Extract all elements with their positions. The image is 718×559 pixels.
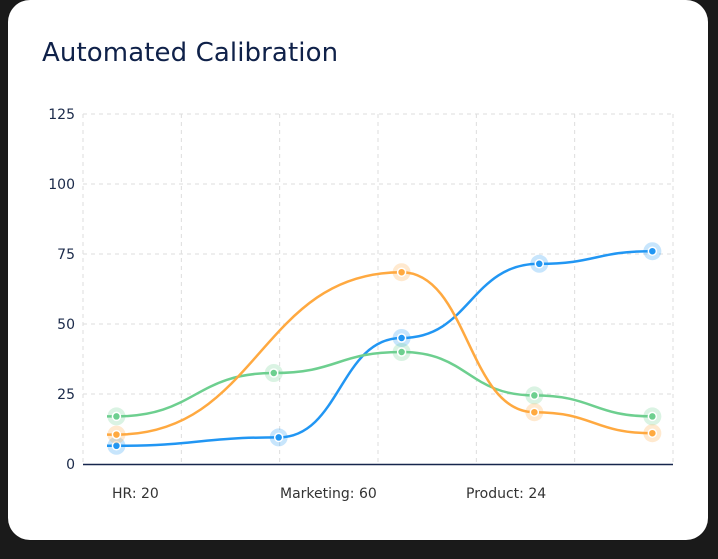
y-tick-label: 25 xyxy=(57,387,75,403)
series-lines xyxy=(107,249,653,448)
data-point[interactable] xyxy=(269,368,279,378)
y-tick-label: 75 xyxy=(57,247,75,263)
data-point[interactable] xyxy=(396,347,407,357)
chart-card: Automated Calibration xyxy=(8,0,708,540)
data-point[interactable] xyxy=(647,246,658,256)
data-point[interactable] xyxy=(534,259,545,269)
data-point[interactable] xyxy=(396,267,407,277)
data-point[interactable] xyxy=(529,390,540,401)
data-point[interactable] xyxy=(111,429,122,440)
x-axis-label: Marketing: 60 xyxy=(280,486,377,502)
series-line-blue xyxy=(107,249,653,448)
y-tick-label: 100 xyxy=(48,177,75,193)
x-axis-label: Product: 24 xyxy=(466,486,547,502)
data-point[interactable] xyxy=(647,411,658,422)
y-tick-label: 125 xyxy=(48,107,75,123)
data-point[interactable] xyxy=(111,411,122,422)
chart-title: Automated Calibration xyxy=(42,38,339,68)
x-axis-label: HR: 20 xyxy=(112,486,159,502)
grid-lines xyxy=(82,113,674,464)
data-point[interactable] xyxy=(529,407,540,417)
data-point[interactable] xyxy=(111,441,122,451)
series-line-green xyxy=(107,350,653,418)
data-point[interactable] xyxy=(647,428,658,438)
y-tick-label: 50 xyxy=(57,317,75,333)
data-point[interactable] xyxy=(273,432,284,443)
y-tick-label: 0 xyxy=(66,457,75,473)
data-point[interactable] xyxy=(396,333,407,343)
y-axis-ticks: 0 25 50 75 100 125 xyxy=(48,107,75,473)
series-points[interactable] xyxy=(107,242,662,455)
